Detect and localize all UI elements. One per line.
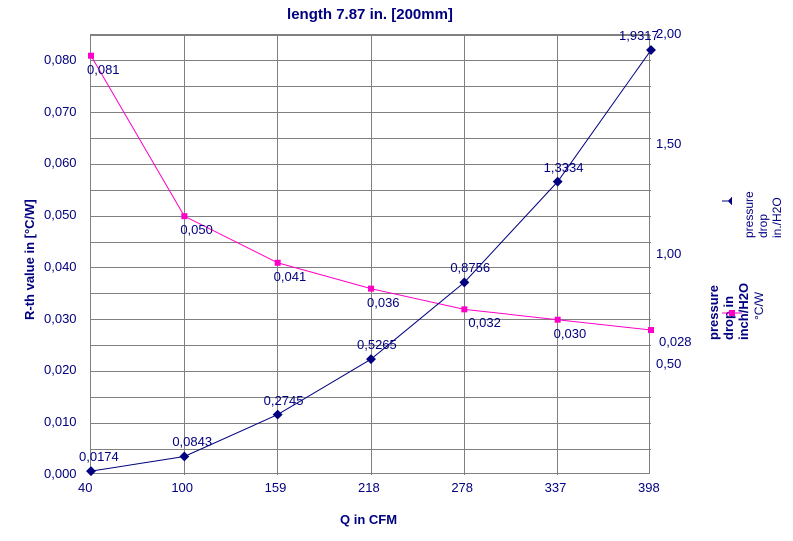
chart-root: { "title": "length 7.87 in. [200mm]", "t… — [0, 0, 793, 541]
y-right-tick: 1,50 — [656, 136, 681, 151]
point-label: 0,028 — [659, 334, 692, 349]
legend-label-rth: °C/W — [752, 292, 766, 320]
point-label: 0,050 — [180, 222, 213, 237]
plot-svg — [91, 35, 651, 475]
series-line — [91, 50, 651, 471]
point-label: 1,9317 — [619, 28, 659, 43]
point-label: 0,0174 — [79, 449, 119, 464]
y-left-tick: 0,010 — [44, 414, 77, 429]
marker-icon — [368, 286, 374, 292]
point-label: 0,0843 — [172, 434, 212, 449]
point-label: 0,2745 — [264, 393, 304, 408]
point-label: 0,5265 — [357, 337, 397, 352]
x-axis-label: Q in CFM — [340, 512, 397, 527]
point-label: 1,3334 — [544, 160, 584, 175]
legend-label-pdrop: pressure drop in./H2O — [742, 177, 784, 238]
point-label: 0,081 — [87, 62, 120, 77]
point-label: 0,036 — [367, 295, 400, 310]
marker-icon — [648, 327, 654, 333]
chart-title: length 7.87 in. [200mm] — [0, 6, 740, 23]
legend: pressure drop in./H2O °C/W — [722, 180, 793, 320]
y-left-label: R-th value in [°C/W] — [22, 199, 37, 320]
y-right-tick: 2,00 — [656, 26, 681, 41]
marker-icon — [181, 213, 187, 219]
marker-icon — [86, 466, 96, 476]
marker-icon — [179, 452, 189, 462]
marker-icon — [461, 306, 467, 312]
marker-icon — [555, 317, 561, 323]
y-left-tick: 0,040 — [44, 259, 77, 274]
y-left-tick: 0,020 — [44, 362, 77, 377]
y-right-tick: 0,50 — [656, 356, 681, 371]
x-tick: 159 — [265, 480, 287, 495]
point-label: 0,041 — [274, 269, 307, 284]
y-left-tick: 0,080 — [44, 52, 77, 67]
point-label: 0,030 — [554, 326, 587, 341]
marker-icon — [646, 45, 656, 55]
point-label: 0,8756 — [450, 260, 490, 275]
plot-area: 0,0810,0500,0410,0360,0320,0300,0280,017… — [90, 34, 650, 474]
y-left-tick: 0,000 — [44, 466, 77, 481]
x-tick: 398 — [638, 480, 660, 495]
square-marker-icon — [722, 307, 742, 319]
marker-icon — [88, 53, 94, 59]
y-left-tick: 0,050 — [44, 207, 77, 222]
y-right-tick: 1,00 — [656, 246, 681, 261]
y-left-tick: 0,060 — [44, 155, 77, 170]
marker-icon — [273, 410, 283, 420]
x-tick: 100 — [171, 480, 193, 495]
legend-item-rth: °C/W — [722, 306, 793, 320]
x-tick: 337 — [545, 480, 567, 495]
diamond-marker-icon — [722, 195, 732, 207]
marker-icon — [275, 260, 281, 266]
y-left-tick: 0,030 — [44, 311, 77, 326]
x-tick: 218 — [358, 480, 380, 495]
legend-item-pdrop: pressure drop in./H2O — [722, 180, 793, 222]
x-tick: 278 — [451, 480, 473, 495]
point-label: 0,032 — [468, 315, 501, 330]
y-left-tick: 0,070 — [44, 104, 77, 119]
x-tick: 40 — [78, 480, 92, 495]
